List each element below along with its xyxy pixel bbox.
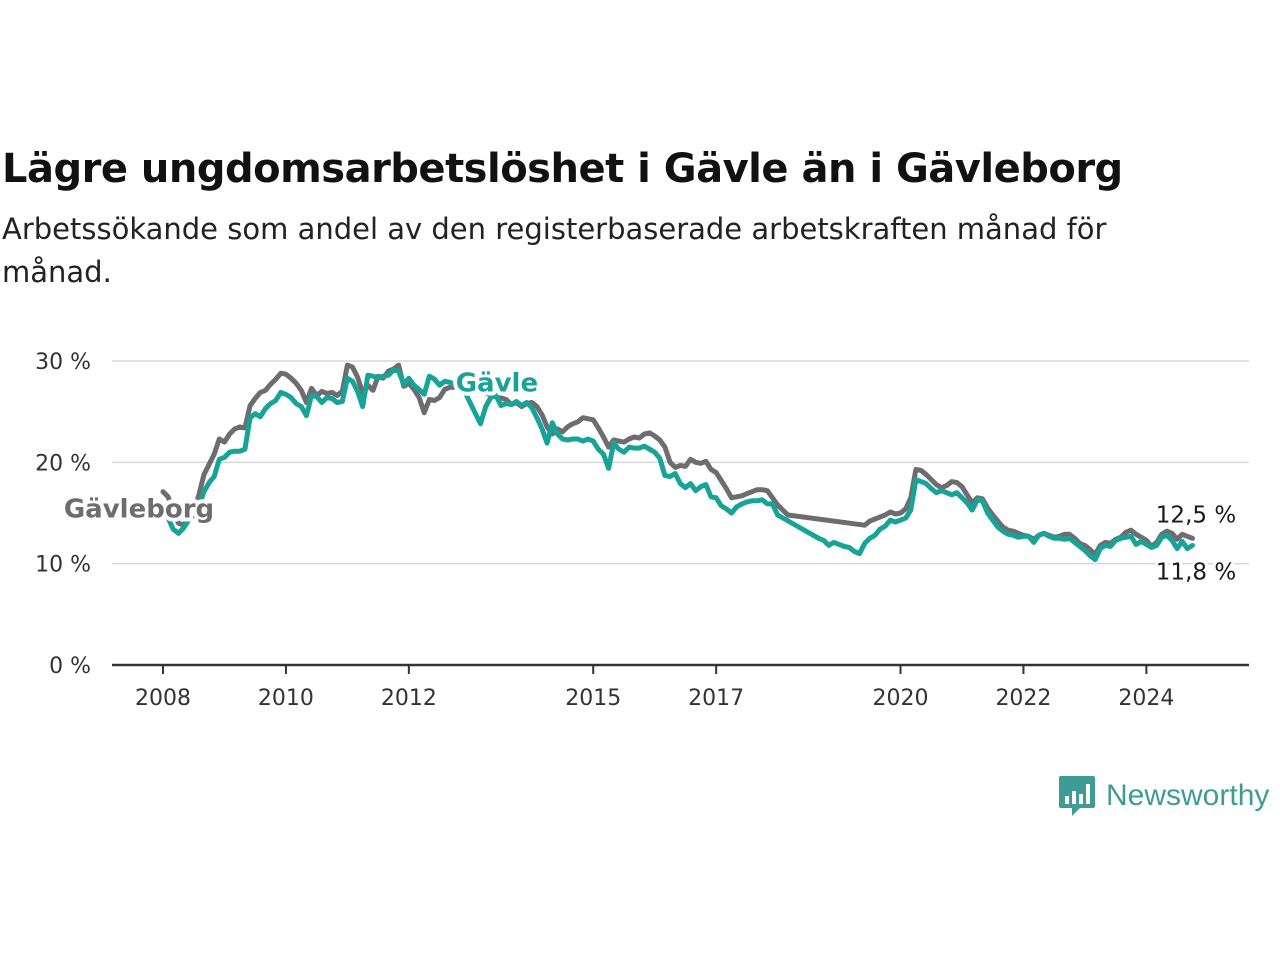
newsworthy-logo: Newsworthy — [1058, 774, 1269, 818]
y-axis-ticks: 0 % 10 % 20 % 30 % — [35, 350, 91, 679]
series-line-gavle — [160, 367, 1195, 563]
y-tick-label: 30 % — [35, 350, 91, 375]
end-value-label: 12,5 % — [1156, 502, 1236, 528]
series-lines — [160, 362, 1195, 563]
series-line-gavleborg — [160, 362, 1195, 557]
y-tick-label: 20 % — [35, 451, 91, 476]
x-tick-label: 2020 — [873, 686, 929, 711]
x-axis-ticks: 2008 2010 2012 2015 2017 2020 2022 2024 — [135, 665, 1174, 711]
x-tick-label: 2024 — [1118, 686, 1174, 711]
y-tick-label: 10 % — [35, 553, 91, 578]
chart-title: Lägre ungdomsarbetslöshet i Gävle än i G… — [2, 146, 1123, 192]
series-label-gavle: Gävle — [456, 368, 538, 398]
chart-subtitle: Arbetssökande som andel av den registerb… — [2, 212, 1107, 289]
x-tick-label: 2022 — [995, 686, 1051, 711]
series-labels: Gävle Gävleborg 12,5 % 11,8 % — [60, 364, 1239, 588]
bar-chart-speech-bubble-icon — [1059, 776, 1095, 816]
x-tick-label: 2017 — [688, 686, 744, 711]
x-tick-label: 2015 — [565, 686, 621, 711]
x-tick-label: 2012 — [381, 686, 437, 711]
end-value-label: 11,8 % — [1156, 559, 1236, 585]
y-tick-label: 0 % — [49, 654, 91, 679]
y-gridlines — [112, 360, 1249, 565]
x-tick-label: 2008 — [135, 686, 191, 711]
series-label-gavleborg: Gävleborg — [64, 495, 214, 525]
brand-name: Newsworthy — [1106, 779, 1270, 812]
x-tick-label: 2010 — [258, 686, 314, 711]
